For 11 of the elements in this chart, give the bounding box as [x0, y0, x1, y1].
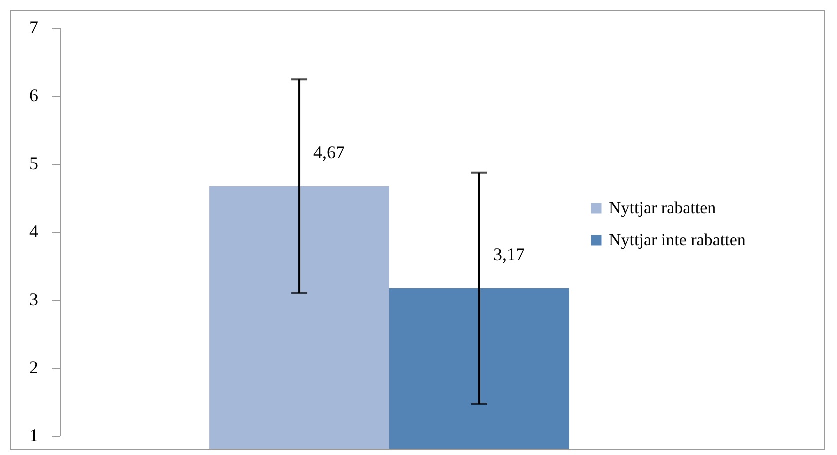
- data-label: 3,17: [493, 244, 525, 264]
- legend-label: Nyttjar rabatten: [609, 198, 717, 218]
- y-tick-label: 2: [30, 358, 38, 378]
- y-tick-label: 7: [30, 18, 38, 38]
- y-tick-label: 3: [30, 290, 38, 310]
- y-tick-label: 4: [30, 222, 38, 242]
- y-tick-label: 6: [30, 86, 38, 106]
- y-tick-label: 5: [30, 154, 38, 174]
- data-label: 4,67: [314, 142, 346, 162]
- legend-label: Nyttjar inte rabatten: [609, 230, 746, 250]
- y-tick-label: 1: [30, 426, 38, 446]
